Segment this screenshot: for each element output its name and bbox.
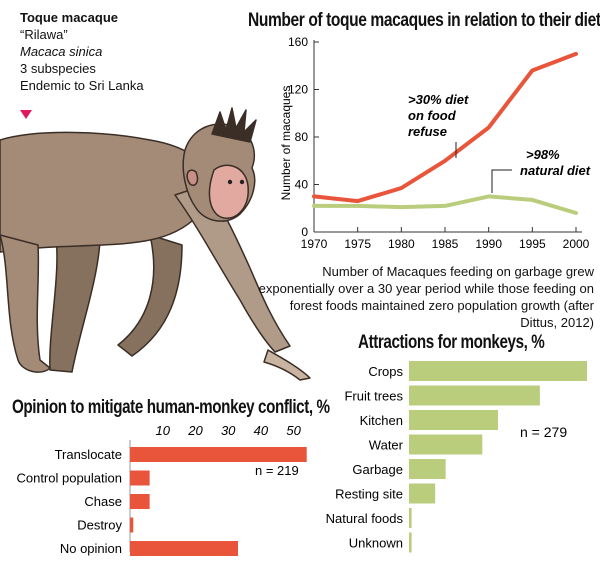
sample-size-note: n = 219	[255, 463, 299, 478]
bar-fruit-trees	[409, 385, 540, 406]
bar-water	[409, 434, 483, 455]
annotation-natural-diet: >98% natural diet	[520, 147, 591, 178]
y-axis-label: Number of macaques	[279, 86, 293, 201]
bar-destroy	[130, 517, 134, 533]
species-info: Toque macaque “Rilawa” Macaca sinica 3 s…	[20, 9, 144, 94]
x-tick-label: 1985	[432, 237, 459, 251]
x-tick-label: 40	[254, 423, 269, 438]
bar-control-population	[130, 470, 150, 486]
y-tick-label: 120	[288, 83, 308, 97]
species-latin-name: Macaca sinica	[20, 44, 103, 59]
bar-natural-foods	[409, 508, 412, 528]
x-tick-label: 1990	[475, 237, 502, 251]
x-tick-label: 50	[286, 423, 301, 438]
x-tick-label: 2000	[563, 237, 590, 251]
bar-chase	[130, 494, 150, 509]
category-label: Water	[369, 438, 404, 453]
bar-garbage	[409, 459, 446, 479]
x-tick-label: 1970	[301, 237, 328, 251]
bar-crops	[409, 361, 587, 381]
species-range: Endemic to Sri Lanka	[20, 78, 144, 93]
bar-resting-site	[409, 483, 436, 504]
series-line-natural-diet	[312, 194, 578, 215]
category-label: Resting site	[335, 487, 403, 502]
annotation-food-refuse: >30% diet on food refuse	[408, 92, 469, 139]
y-tick-label: 40	[295, 178, 309, 192]
attractions-chart-title: Attractions for monkeys, %	[358, 332, 545, 353]
category-label: Control population	[16, 471, 122, 486]
category-label: Crops	[368, 364, 403, 379]
bar-unknown	[409, 532, 412, 553]
x-tick-label: 1975	[344, 237, 371, 251]
category-label: No opinion	[60, 541, 122, 556]
y-tick-label: 0	[301, 225, 308, 239]
category-label: Kitchen	[360, 413, 403, 428]
x-tick-label: 10	[155, 423, 170, 438]
line-chart-caption: Number of Macaques feeding on garbage gr…	[258, 264, 594, 330]
species-subspecies: 3 subspecies	[20, 61, 96, 76]
bar-no-opinion	[130, 541, 238, 556]
opinion-chart-title: Opinion to mitigate human-monkey conflic…	[12, 397, 330, 418]
y-tick-label: 80	[295, 130, 309, 144]
x-tick-label: 1980	[388, 237, 415, 251]
category-label: Destroy	[77, 518, 122, 533]
category-label: Chase	[84, 494, 122, 509]
bar-kitchen	[409, 410, 498, 430]
x-tick-label: 30	[221, 423, 236, 438]
series-line-food-refuse	[312, 51, 578, 204]
y-tick-label: 160	[288, 35, 308, 49]
x-tick-label: 20	[187, 423, 203, 438]
annotation-leader-line	[491, 169, 512, 193]
bar-translocate	[130, 447, 307, 462]
category-label: Garbage	[352, 462, 403, 477]
pointer-triangle-icon	[20, 110, 32, 119]
category-label: Translocate	[55, 447, 122, 462]
sample-size-note: n = 279	[520, 424, 567, 440]
line-chart-title: Number of toque macaques in relation to …	[248, 10, 600, 31]
species-name: Toque macaque	[20, 10, 119, 25]
x-tick-label: 1995	[519, 237, 546, 251]
species-local-name: “Rilawa”	[20, 27, 68, 42]
category-label: Unknown	[349, 536, 403, 551]
category-label: Fruit trees	[344, 389, 403, 404]
category-label: Natural foods	[326, 511, 404, 526]
